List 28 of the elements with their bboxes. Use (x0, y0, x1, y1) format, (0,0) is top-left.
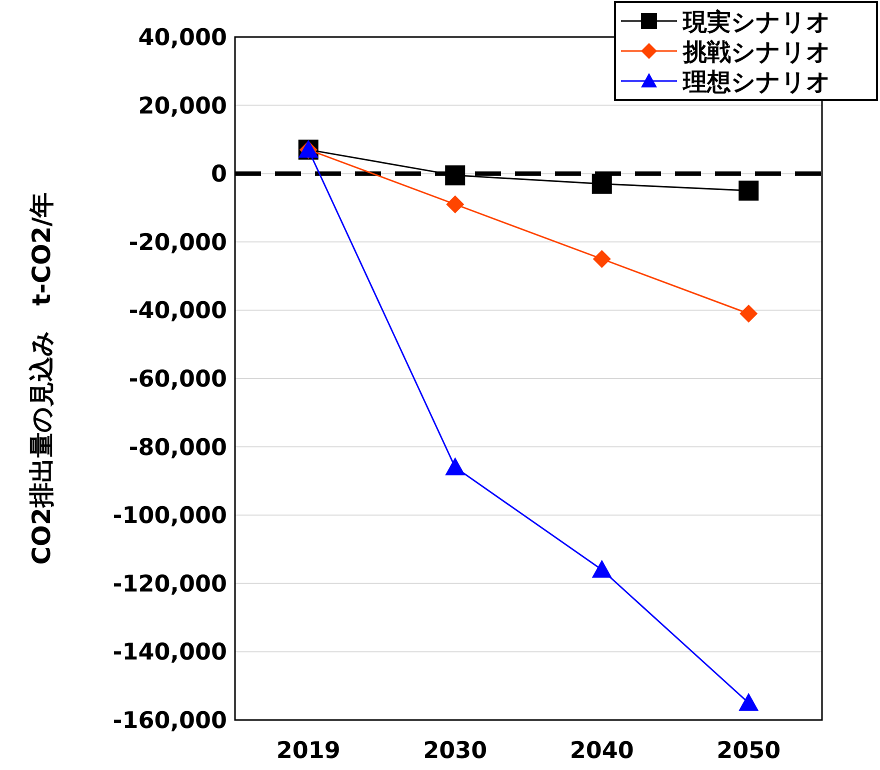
x-tick-label: 2050 (716, 738, 781, 764)
y-tick-label: -20,000 (128, 230, 227, 256)
point (446, 195, 464, 214)
y-tick-label: -80,000 (128, 434, 227, 461)
y-tick-label: -140,000 (112, 640, 227, 666)
y-tick-label: -120,000 (112, 571, 227, 598)
point (738, 180, 759, 201)
point (592, 560, 612, 578)
point (445, 165, 466, 186)
y-tick-label: -40,000 (128, 298, 227, 324)
point (445, 457, 466, 476)
x-tick-label: 2040 (570, 738, 634, 764)
y-tick-label: -60,000 (128, 366, 227, 392)
point (592, 174, 612, 194)
point (740, 304, 758, 323)
y-tick-label: -100,000 (112, 503, 227, 530)
y-tick-label: 40,000 (138, 25, 227, 51)
legend-label: 理想シナリオ (682, 68, 831, 96)
x-tick-label: 2019 (276, 738, 340, 764)
point (592, 250, 611, 268)
y-tick-label: 20,000 (138, 93, 227, 120)
legend-label: 挑戦シナリオ (682, 38, 831, 66)
y-tick-label: -160,000 (112, 708, 227, 734)
x-tick-label: 2030 (423, 738, 488, 764)
legend-label: 現実シナリオ (682, 8, 831, 36)
y-tick-label: 0 (210, 162, 227, 188)
y-axis-title: CO2排出量の見込み t-CO2/年 (27, 192, 56, 565)
point (738, 692, 759, 711)
